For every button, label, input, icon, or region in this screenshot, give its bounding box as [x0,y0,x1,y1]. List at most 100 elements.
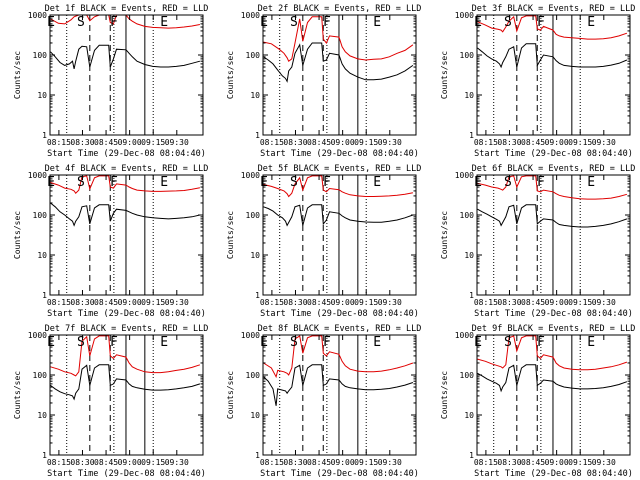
y-tick-label: 10 [37,251,47,260]
plot-frame [262,334,417,456]
x-tick-label: 08:30 [70,138,94,147]
phase-marker: E [587,335,595,350]
phase-marker: E [474,15,482,30]
y-axis-label: Counts/sec [13,371,22,419]
x-axis-label: Start Time (29-Dec-08 08:04:40) [47,149,206,159]
series-lld [50,335,201,377]
x-tick-label: 08:15 [260,138,284,147]
y-axis-label: Counts/sec [226,371,235,419]
y-tick-label: 1000 [28,331,47,340]
phase-marker: E [260,15,268,30]
x-tick-label: 09:30 [378,138,402,147]
x-tick-label: 09:30 [165,138,189,147]
x-tick-label: 09:15 [568,458,592,467]
y-axis-label: Counts/sec [13,211,22,259]
y-tick-label: 100 [460,371,475,380]
phase-marker: F [537,15,545,30]
x-tick-label: 08:15 [474,458,498,467]
y-axis-label: Counts/sec [13,51,22,99]
y-tick-label: 1000 [455,11,474,20]
x-tick-label: 09:15 [141,138,165,147]
phase-marker: E [373,15,381,30]
y-tick-label: 10 [464,91,474,100]
phase-marker: E [373,335,381,350]
y-tick-label: 1000 [455,171,474,180]
x-tick-label: 09:30 [378,458,402,467]
x-tick-label: 08:45 [307,138,331,147]
x-tick-label: 09:15 [141,298,165,307]
y-tick-label: 100 [246,371,261,380]
series-lld [263,16,414,62]
x-tick-label: 08:30 [497,138,521,147]
x-tick-label: 09:15 [354,298,378,307]
y-axis-label: Counts/sec [440,51,449,99]
phase-marker: F [110,335,118,350]
y-tick-label: 1000 [241,331,260,340]
phase-marker: E [474,335,482,350]
x-tick-label: 09:00 [118,298,142,307]
x-tick-label: 09:00 [331,458,355,467]
series-events [50,202,201,227]
phase-marker: S [504,335,512,350]
phase-marker: S [504,15,512,30]
series-events [50,44,201,70]
x-tick-label: 08:30 [283,298,307,307]
x-tick-label: 09:30 [592,458,616,467]
chart-panel-2: Det 2f BLACK = Events, RED = LLD 1 10 100 10… [226,4,421,159]
chart-panel-7: Det 7f BLACK = Events, RED = LLD 1 10 100 10… [13,324,208,479]
y-tick-label: 1000 [28,11,47,20]
x-tick-label: 09:30 [592,298,616,307]
x-tick-label: 09:30 [378,298,402,307]
series-events [477,364,628,393]
chart-panel-8: Det 8f BLACK = Events, RED = LLD 1 10 100 10… [226,324,421,479]
series-lld [263,175,413,198]
phase-marker: F [537,175,545,190]
phase-marker: F [323,175,331,190]
series-events [477,204,628,228]
panel-title: Det 1f BLACK = Events, RED = LLD [45,4,209,14]
x-tick-label: 08:15 [260,458,284,467]
x-tick-label: 09:00 [331,138,355,147]
x-tick-label: 09:00 [118,458,142,467]
phase-marker: F [110,15,118,30]
phase-marker: S [77,15,85,30]
x-tick-label: 09:15 [568,138,592,147]
y-tick-label: 100 [460,51,475,60]
plot-frame [262,14,417,136]
y-tick-label: 1 [42,131,47,140]
panel-title: Det 3f BLACK = Events, RED = LLD [472,4,636,14]
y-tick-label: 100 [460,211,475,220]
x-tick-label: 08:45 [307,298,331,307]
phase-marker: E [47,15,55,30]
panel-title: Det 7f BLACK = Events, RED = LLD [45,324,209,334]
series-lld [477,335,628,371]
series-events [50,364,201,401]
panel-title: Det 6f BLACK = Events, RED = LLD [472,164,636,174]
series-events [263,364,414,406]
x-tick-label: 09:15 [354,458,378,467]
x-tick-label: 08:45 [521,458,545,467]
x-tick-label: 08:45 [94,458,118,467]
x-tick-label: 09:00 [118,138,142,147]
y-tick-label: 10 [250,91,260,100]
chart-panel-6: Det 6f BLACK = Events, RED = LLD 1 10 100 10… [440,164,635,319]
phase-marker: S [290,15,298,30]
phase-marker: S [290,335,298,350]
x-axis-label: Start Time (29-Dec-08 08:04:40) [260,149,419,159]
x-tick-label: 08:30 [283,138,307,147]
y-tick-label: 1 [469,291,474,300]
phase-marker: S [77,335,85,350]
y-tick-label: 1 [42,291,47,300]
plot-frame [49,14,204,136]
x-tick-label: 09:00 [545,298,569,307]
x-tick-label: 08:30 [283,458,307,467]
y-tick-label: 100 [33,51,48,60]
phase-marker: E [373,175,381,190]
x-axis-label: Start Time (29-Dec-08 08:04:40) [47,469,206,479]
y-tick-label: 1 [255,291,260,300]
y-tick-label: 1000 [241,171,260,180]
x-axis-label: Start Time (29-Dec-08 08:04:40) [474,469,633,479]
x-tick-label: 09:30 [165,298,189,307]
x-tick-label: 08:45 [94,298,118,307]
y-tick-label: 10 [37,91,47,100]
